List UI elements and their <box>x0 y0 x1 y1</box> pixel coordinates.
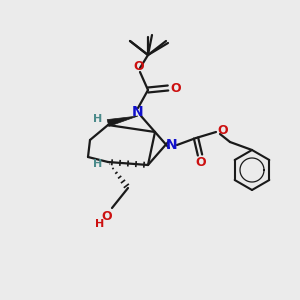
Text: H: H <box>93 114 103 124</box>
Text: O: O <box>102 209 112 223</box>
Text: N: N <box>166 138 178 152</box>
Text: O: O <box>134 59 144 73</box>
Text: H: H <box>95 219 105 229</box>
Text: O: O <box>171 82 181 94</box>
Text: O: O <box>196 157 206 169</box>
Text: H: H <box>93 159 103 169</box>
Polygon shape <box>107 116 138 126</box>
Text: O: O <box>218 124 228 137</box>
Text: N: N <box>132 105 144 119</box>
